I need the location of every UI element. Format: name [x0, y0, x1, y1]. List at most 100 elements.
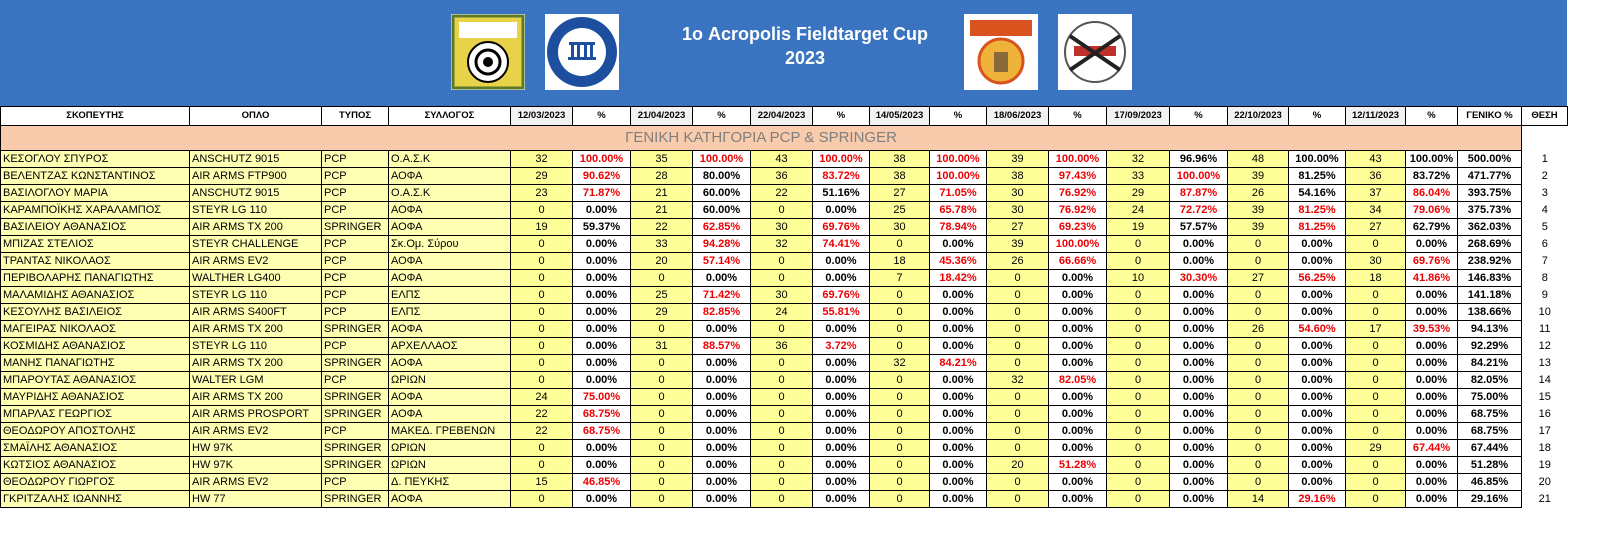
round-points: 0 — [750, 405, 813, 423]
round-percent: 86.04% — [1405, 184, 1458, 202]
round-points: 0 — [1106, 371, 1170, 389]
round-points: 32 — [986, 371, 1049, 389]
round-percent: 83.72% — [812, 167, 870, 185]
round-percent: 60.00% — [692, 201, 751, 219]
total-percent: 268.69% — [1457, 235, 1522, 253]
round-points: 30 — [986, 184, 1049, 202]
round-points: 48 — [1227, 150, 1289, 168]
round-percent: 0.00% — [1169, 320, 1228, 338]
round-percent: 0.00% — [1169, 456, 1228, 474]
round-percent: 0.00% — [812, 422, 870, 440]
round-points: 0 — [630, 371, 693, 389]
round-points: 0 — [1227, 456, 1289, 474]
round-percent: 69.76% — [1405, 252, 1458, 270]
table-row: ΜΑΥΡΙΔΗΣ ΑΘΑΝΑΣΙΟΣ AIR ARMS TX 200 SPRINGE… — [0, 388, 1568, 406]
club-name: Δ. ΠΕΥΚΗΣ — [388, 473, 511, 491]
round-percent: 56.25% — [1288, 269, 1346, 287]
round-points: 0 — [750, 201, 813, 219]
round-percent: 0.00% — [572, 320, 631, 338]
round-percent: 0.00% — [1048, 422, 1107, 440]
round-percent: 100.00% — [929, 150, 987, 168]
round-percent: 0.00% — [1048, 388, 1107, 406]
club-name: ΑΟΦΑ — [388, 354, 511, 372]
round-percent: 0.00% — [692, 320, 751, 338]
round-percent: 68.75% — [572, 405, 631, 423]
table-row: ΜΠΙΖΑΣ ΣΤΕΛΙΟΣ STEYR CHALLENGE PCP Σκ.Ομ. Σ… — [0, 235, 1568, 253]
total-percent: 92.29% — [1457, 337, 1522, 355]
round-percent: 81.25% — [1288, 167, 1346, 185]
round-percent: 68.75% — [572, 422, 631, 440]
round-percent: 100.00% — [812, 150, 870, 168]
round-points: 32 — [750, 235, 813, 253]
round-points: 30 — [750, 286, 813, 304]
round-points: 0 — [1106, 354, 1170, 372]
round-percent: 0.00% — [572, 303, 631, 321]
round-percent: 0.00% — [929, 303, 987, 321]
rank-value: 8 — [1521, 269, 1568, 287]
round-percent: 75.00% — [572, 388, 631, 406]
round-points: 0 — [630, 405, 693, 423]
round-percent: 0.00% — [812, 320, 870, 338]
round-percent: 100.00% — [1169, 167, 1228, 185]
club-name: ΩΡΙΩΝ — [388, 439, 511, 457]
round-points: 39 — [1227, 218, 1289, 236]
round-percent: 41.86% — [1405, 269, 1458, 287]
round-percent: 0.00% — [692, 490, 751, 508]
round-points: 0 — [986, 337, 1049, 355]
round-points: 0 — [1106, 286, 1170, 304]
round-points: 0 — [986, 439, 1049, 457]
round-percent: 0.00% — [572, 269, 631, 287]
round-points: 0 — [1227, 235, 1289, 253]
round-points: 37 — [1345, 184, 1406, 202]
round-percent: 0.00% — [692, 388, 751, 406]
round-points: 19 — [510, 218, 573, 236]
shooter-name: ΚΕΣΟΥΛΗΣ ΒΑΣΙΛΕΙΟΣ — [0, 303, 190, 321]
round-percent: 0.00% — [1288, 235, 1346, 253]
round-percent: 0.00% — [812, 371, 870, 389]
gun-type: PCP — [321, 422, 389, 440]
round-percent: 0.00% — [812, 354, 870, 372]
club-name: ΑΟΦΑ — [388, 269, 511, 287]
round-points: 38 — [869, 167, 930, 185]
table-row: ΜΑΓΕΙΡΑΣ ΝΙΚΟΛΑΟΣ AIR ARMS TX 200 SPRINGER… — [0, 320, 1568, 338]
round-percent: 62.79% — [1405, 218, 1458, 236]
table-row: ΚΩΤΣΙΟΣ ΑΘΑΝΑΣΙΟΣ HW 97K SPRINGER ΩΡΙΩΝ 0 0.0… — [0, 456, 1568, 474]
round-points: 0 — [1345, 303, 1406, 321]
round-points: 0 — [1106, 473, 1170, 491]
round-percent: 30.30% — [1169, 269, 1228, 287]
round-percent: 0.00% — [1169, 303, 1228, 321]
round-percent: 0.00% — [1405, 490, 1458, 508]
round-points: 25 — [630, 286, 693, 304]
round-percent: 76.92% — [1048, 184, 1107, 202]
round-points: 0 — [1106, 439, 1170, 457]
round-percent: 82.85% — [692, 303, 751, 321]
round-points: 0 — [1345, 388, 1406, 406]
round-points: 0 — [1227, 354, 1289, 372]
round-points: 18 — [869, 252, 930, 270]
gun-model: WALTER LGM — [189, 371, 322, 389]
round-points: 0 — [1106, 252, 1170, 270]
round-percent: 0.00% — [572, 354, 631, 372]
col-date: 17/09/2023 — [1106, 106, 1170, 126]
round-points: 0 — [630, 422, 693, 440]
rank-value: 21 — [1521, 490, 1568, 508]
round-points: 29 — [510, 167, 573, 185]
round-percent: 0.00% — [1405, 235, 1458, 253]
header-row: ΣΚΟΠΕΥΤΗΣ ΟΠΛΟ ΤΥΠΟΣ ΣΥΛΛΟΓΟΣ 12/03/2023… — [0, 106, 1568, 126]
acropolis-cup-logo-icon — [545, 14, 619, 90]
round-percent: 0.00% — [1405, 405, 1458, 423]
rank-value: 20 — [1521, 473, 1568, 491]
gun-type: PCP — [321, 303, 389, 321]
gun-model: AIR ARMS PROSPORT — [189, 405, 322, 423]
table-row: ΘΕΟΔΩΡΟΥ ΑΠΟΣΤΟΛΗΣ AIR ARMS EV2 PCP ΜΑΚΕΔ. … — [0, 422, 1568, 440]
gun-type: PCP — [321, 201, 389, 219]
round-points: 22 — [630, 218, 693, 236]
round-points: 0 — [750, 422, 813, 440]
club-name: ΑΟΦΑ — [388, 490, 511, 508]
round-points: 0 — [1106, 235, 1170, 253]
round-points: 0 — [1227, 303, 1289, 321]
total-percent: 375.73% — [1457, 201, 1522, 219]
round-points: 0 — [510, 456, 573, 474]
gun-type: PCP — [321, 473, 389, 491]
round-points: 0 — [630, 388, 693, 406]
